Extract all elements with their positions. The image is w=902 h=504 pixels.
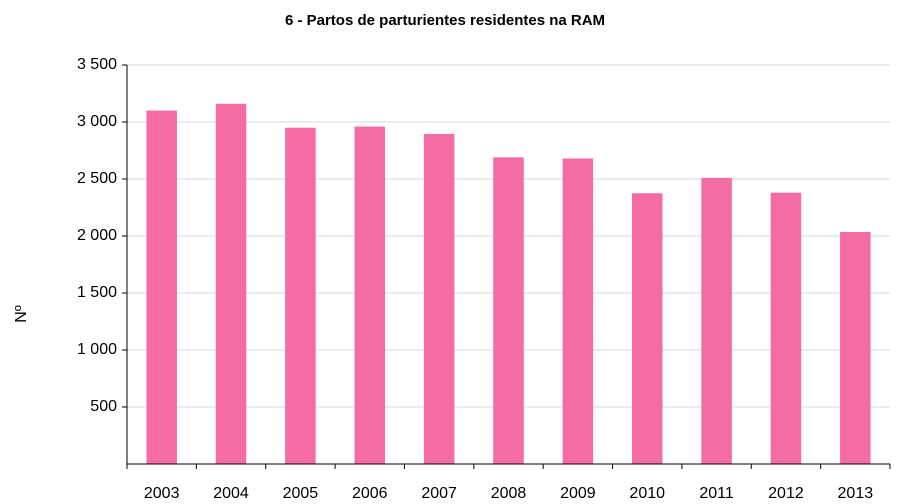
- y-tick-label: 1 000: [77, 341, 117, 358]
- x-tick-label: 2009: [560, 485, 596, 502]
- x-tick-label: 2007: [421, 485, 457, 502]
- bar: [354, 126, 386, 464]
- chart-title: 6 - Partos de parturientes residentes na…: [285, 12, 605, 29]
- y-tick-label: 2 500: [77, 170, 117, 187]
- x-tick-label: 2008: [491, 485, 527, 502]
- bar: [146, 110, 177, 464]
- bar: [215, 103, 247, 464]
- x-tick-label: 2013: [838, 485, 874, 502]
- x-tick-label: 2011: [699, 485, 734, 502]
- bar: [701, 177, 732, 465]
- y-tick-label: 3 000: [77, 113, 117, 130]
- bar: [840, 232, 871, 464]
- y-axis-label: Nº: [13, 305, 30, 323]
- y-tick-label: 3 500: [77, 56, 117, 73]
- x-tick-label: 2012: [768, 485, 804, 502]
- y-tick-label: 2 000: [77, 227, 117, 244]
- bar: [285, 127, 316, 464]
- y-tick-label: 500: [90, 398, 117, 415]
- x-tick-label: 2004: [213, 485, 249, 502]
- bar: [423, 133, 455, 464]
- y-tick-label: 1 500: [77, 284, 117, 301]
- x-tick-label: 2006: [352, 485, 388, 502]
- x-tick-label: 2005: [283, 485, 319, 502]
- bar: [770, 192, 802, 464]
- bar: [631, 193, 663, 464]
- x-tick-label: 2010: [629, 485, 665, 502]
- x-tick-label: 2003: [144, 485, 180, 502]
- bar: [493, 157, 524, 464]
- bar: [562, 158, 594, 465]
